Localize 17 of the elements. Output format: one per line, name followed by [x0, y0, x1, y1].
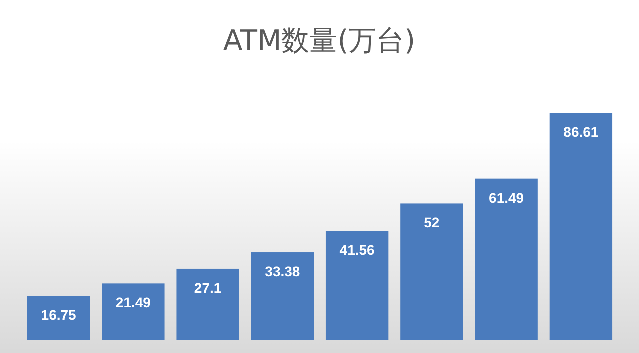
chart-title: ATM数量(万台) — [223, 24, 416, 57]
bar — [102, 284, 165, 340]
bar — [326, 231, 389, 340]
bar — [251, 252, 314, 340]
data-label: 52 — [424, 214, 440, 231]
data-label: 41.56 — [340, 242, 376, 258]
data-label: 33.38 — [265, 264, 300, 280]
data-label: 86.61 — [564, 124, 599, 140]
bar — [550, 113, 613, 340]
data-label: 61.49 — [489, 190, 524, 206]
data-label: 16.75 — [41, 307, 77, 324]
data-label: 21.49 — [116, 294, 152, 311]
bar — [475, 178, 538, 340]
bar — [400, 204, 464, 340]
data-label: 27.1 — [194, 280, 222, 296]
bar — [176, 268, 240, 340]
bar — [27, 296, 90, 340]
